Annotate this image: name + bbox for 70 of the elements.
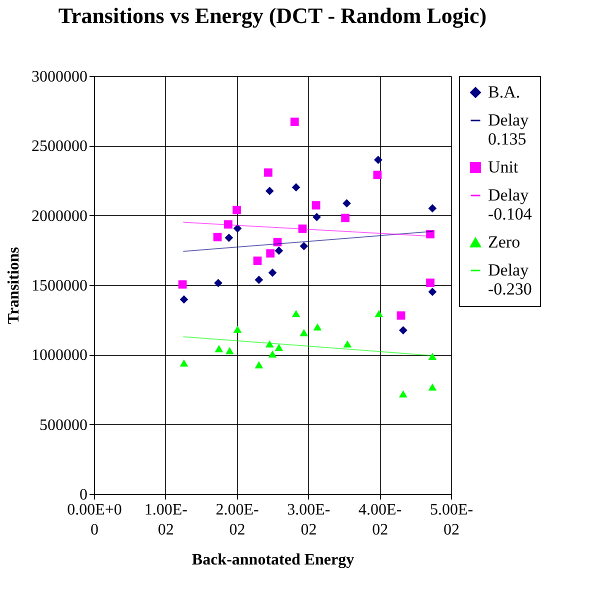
- y-tick-label: 2000000: [32, 208, 88, 225]
- y-tick-label: 2500000: [32, 138, 88, 156]
- point: [274, 246, 284, 255]
- point: [253, 256, 262, 265]
- point: [426, 278, 434, 287]
- point: [343, 340, 352, 348]
- point: [300, 242, 308, 250]
- point: [180, 295, 188, 304]
- point: [298, 224, 307, 233]
- chart-title: Transitions vs Energy (DCT - Random Logic): [58, 3, 487, 28]
- point: [312, 201, 320, 210]
- legend-label: Unit: [488, 158, 518, 176]
- point: [374, 310, 384, 318]
- point: [180, 359, 188, 367]
- point: [225, 347, 234, 354]
- y-axis-title: Transitions: [6, 246, 22, 324]
- point: [266, 249, 275, 258]
- point: [264, 168, 272, 177]
- point: [290, 118, 299, 126]
- point: [292, 310, 300, 318]
- legend-label: Delay 0.135: [488, 110, 530, 148]
- point: [214, 278, 222, 288]
- point: [232, 206, 241, 214]
- point: [233, 326, 242, 333]
- point: [254, 276, 264, 284]
- legend-label: Delay -0.230: [488, 260, 532, 298]
- x-tick-label: 5.00E-02: [430, 502, 474, 538]
- point: [224, 220, 232, 229]
- point: [268, 268, 277, 277]
- point: [233, 224, 242, 233]
- point: [342, 199, 351, 208]
- point: [398, 326, 408, 334]
- x-tick-label: 2.00E-02: [216, 502, 259, 538]
- point: [214, 345, 224, 352]
- x-axis-title: Back-annotated Energy: [192, 552, 354, 568]
- x-tick-label: 4.00E-02: [358, 502, 402, 538]
- x-tick-label: 1.00E-02: [144, 502, 188, 538]
- point: [268, 350, 277, 358]
- point: [178, 280, 187, 289]
- point: [312, 212, 321, 222]
- x-tick-label: 3.00E-02: [287, 502, 330, 538]
- point: [428, 383, 437, 391]
- legend-label: Zero: [488, 232, 520, 252]
- legend-label: Delay -0.104: [488, 186, 532, 224]
- y-tick-label: 1000000: [32, 347, 88, 364]
- y-tick-label: 3000000: [32, 68, 88, 86]
- point: [398, 390, 408, 398]
- point: [224, 234, 234, 242]
- point: [428, 288, 437, 296]
- point: [374, 156, 382, 164]
- point: [274, 344, 284, 352]
- point: [313, 323, 322, 331]
- point: [213, 232, 222, 242]
- point: [273, 238, 282, 246]
- point: [426, 230, 434, 238]
- point: [373, 170, 382, 180]
- point: [396, 311, 406, 320]
- point: [265, 340, 274, 348]
- point: [428, 204, 437, 213]
- point: [300, 329, 308, 336]
- y-tick-label: 1500000: [32, 278, 88, 294]
- y-tick-label: 500000: [40, 416, 88, 434]
- point: [265, 186, 274, 196]
- point: [292, 183, 300, 192]
- y-tick-label: 0: [80, 486, 88, 504]
- legend-label: B.A.: [488, 82, 520, 102]
- point: [254, 361, 264, 368]
- point: [341, 214, 350, 222]
- x-tick-label: 0.00E+00: [67, 502, 122, 538]
- point: [428, 352, 437, 360]
